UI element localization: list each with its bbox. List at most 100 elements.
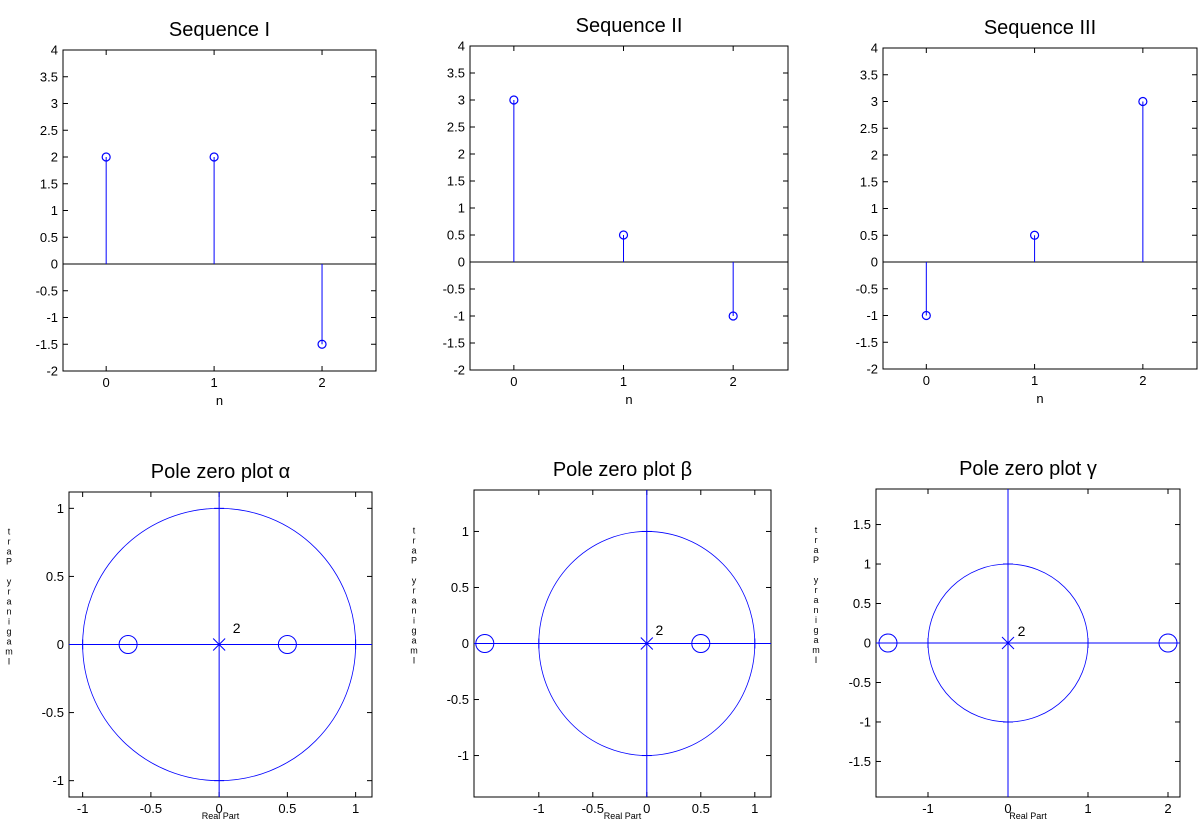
y-tick-label: -1 (46, 310, 58, 325)
y-tick-label: -0.5 (447, 692, 469, 707)
y-tick-label: 0.5 (40, 230, 58, 245)
axes-frame (882, 47, 1198, 370)
x-tick-label: -0.5 (582, 801, 604, 816)
chart-title: Sequence I (169, 19, 270, 41)
x-tick-label: -1 (77, 801, 89, 816)
stem-marker (728, 311, 738, 321)
pole-marker (212, 638, 226, 651)
y-tick-label: 1 (57, 501, 64, 516)
x-tick-label: -1 (922, 801, 934, 816)
x-tick-label: 0 (643, 801, 650, 816)
y-tick-label: 1 (871, 201, 878, 216)
stem-marker (317, 339, 327, 349)
y-tick-label: -1 (453, 309, 465, 324)
x-tick-label: 2 (730, 374, 737, 389)
y-tick-label: -2 (453, 363, 465, 378)
y-tick-label: 2.5 (860, 121, 878, 136)
chart-2: Sequence II -2 -1.5 -1 -0.5 0 0.5 1 1.5 2 2.5 3 3.5 4… (443, 15, 789, 407)
y-tick-label: -1.5 (849, 754, 871, 769)
y-tick-label: 1 (458, 201, 465, 216)
y-tick-label: 3.5 (447, 66, 465, 81)
x-axis-label: Real Part (202, 811, 240, 821)
zero-marker (118, 635, 138, 654)
x-axis-label: n (625, 392, 632, 407)
y-tick-label: 3.5 (860, 67, 878, 82)
pole-marker-stroke (1001, 636, 1015, 650)
y-tick-label: 0.5 (46, 569, 64, 584)
y-tick-label: 1 (864, 557, 871, 572)
x-tick-label: 0 (103, 375, 110, 390)
stem-marker (101, 152, 111, 162)
y-tick-label: 0.5 (853, 596, 871, 611)
zero-marker (277, 635, 297, 654)
x-axis-label: n (1036, 391, 1043, 406)
y-tick-label: 0 (57, 637, 64, 652)
x-tick-label: -1 (533, 801, 545, 816)
x-axis-label: Real Part (1009, 811, 1047, 821)
zero-marker (475, 634, 495, 653)
chart-1: Sequence I -2 -1.5 -1 -0.5 0 0.5 1 1.5 2 2.5 3 3.5 4 0… (36, 19, 377, 408)
y-tick-label: -0.5 (856, 281, 878, 296)
x-axis-label: n (216, 393, 223, 408)
y-tick-label: 0 (462, 636, 469, 651)
y-tick-label: 4 (51, 43, 58, 58)
x-tick-label: 0 (510, 374, 517, 389)
y-tick-label: 1.5 (853, 517, 871, 532)
y-tick-label: 0.5 (451, 580, 469, 595)
x-tick-label: 2 (1139, 373, 1146, 388)
y-tick-label: -1 (859, 714, 871, 729)
pole-marker (1001, 636, 1015, 650)
x-tick-label: 2 (318, 375, 325, 390)
y-tick-label: -1 (52, 773, 64, 788)
y-tick-label: 3.5 (40, 69, 58, 84)
stem-marker (618, 230, 629, 240)
y-tick-label: 1.5 (860, 174, 878, 189)
y-tick-label: 3 (51, 96, 58, 111)
chart-title: Sequence III (984, 17, 1096, 39)
chart-3: Sequence III -2 -1.5 -1 -0.5 0 0.5 1 1.5 2 2.5 3 3.5… (856, 17, 1198, 406)
y-tick-label: -2 (46, 364, 58, 379)
multiplicity-label: 2 (233, 620, 241, 636)
y-tick-label: 0.5 (860, 228, 878, 243)
y-tick-label: 0.5 (447, 228, 465, 243)
x-tick-label: 1 (352, 801, 359, 816)
y-tick-label: 1 (462, 524, 469, 539)
y-tick-label: -2 (866, 362, 878, 377)
chart-title: Sequence II (576, 15, 683, 37)
multiplicity-label: 2 (1018, 623, 1026, 639)
y-tick-label: -0.5 (36, 283, 58, 298)
chart-5: Pole zero plot β -1 -0.5 0 0.5 1 -1 -0.5 0 0.5 1 Re… (410, 459, 772, 821)
y-tick-label: -1.5 (443, 336, 465, 351)
y-tick-label: 0 (864, 636, 871, 651)
y-tick-label: 1 (51, 203, 58, 218)
stem-marker (921, 310, 931, 321)
x-tick-label: 1 (1084, 801, 1091, 816)
y-tick-label: 3 (458, 93, 465, 108)
x-tick-label: 0.5 (692, 801, 710, 816)
y-tick-label: 0 (51, 257, 58, 272)
y-tick-label: 0 (871, 255, 878, 270)
y-tick-label: -1.5 (856, 335, 878, 350)
stem-marker (1029, 230, 1040, 240)
x-tick-label: 0 (216, 801, 223, 816)
y-tick-label: 4 (871, 41, 878, 56)
y-tick-label: 1.5 (40, 176, 58, 191)
chart-4: Pole zero plot α -1 -0.5 0 0.5 1 -1 -0.5 0 0.5 1 Re… (5, 461, 373, 821)
y-tick-label: -0.5 (42, 705, 64, 720)
chart-6: Pole zero plot γ -1.5 -1 -0.5 0 0.5 1 1.5 -1 0 1 2 R… (812, 458, 1181, 821)
y-tick-label: -1.5 (36, 337, 58, 352)
x-tick-label: 1 (1031, 373, 1038, 388)
x-tick-label: -0.5 (140, 801, 162, 816)
chart-title: Pole zero plot γ (959, 458, 1097, 480)
y-tick-label: -0.5 (849, 675, 871, 690)
x-tick-label: 0 (923, 373, 930, 388)
axes-frame (62, 49, 377, 372)
stem-marker (209, 152, 219, 162)
x-tick-label: 1 (620, 374, 627, 389)
pole-marker-stroke (212, 638, 226, 651)
stem-marker (1138, 96, 1148, 107)
